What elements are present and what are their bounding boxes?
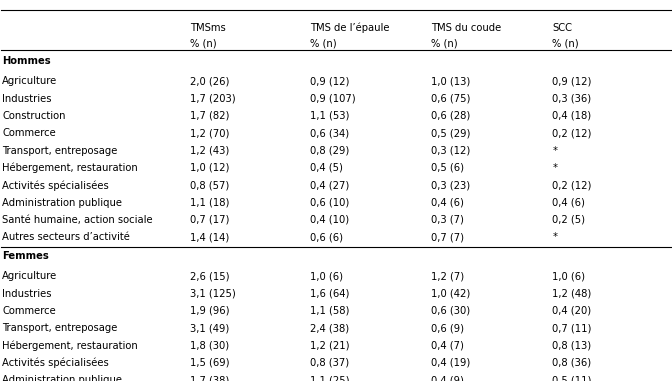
Text: 0,2 (12): 0,2 (12) bbox=[552, 180, 592, 190]
Text: 3,1 (125): 3,1 (125) bbox=[190, 288, 236, 299]
Text: Industries: Industries bbox=[2, 288, 52, 299]
Text: % (n): % (n) bbox=[310, 38, 337, 48]
Text: Agriculture: Agriculture bbox=[2, 76, 57, 86]
Text: Hommes: Hommes bbox=[2, 56, 50, 66]
Text: 0,4 (6): 0,4 (6) bbox=[552, 197, 585, 208]
Text: 1,5 (69): 1,5 (69) bbox=[190, 358, 230, 368]
Text: 2,0 (26): 2,0 (26) bbox=[190, 76, 230, 86]
Text: 0,8 (37): 0,8 (37) bbox=[310, 358, 349, 368]
Text: 0,4 (27): 0,4 (27) bbox=[310, 180, 349, 190]
Text: 1,8 (30): 1,8 (30) bbox=[190, 341, 229, 351]
Text: 0,4 (10): 0,4 (10) bbox=[310, 215, 349, 225]
Text: 0,8 (36): 0,8 (36) bbox=[552, 358, 591, 368]
Text: 0,6 (9): 0,6 (9) bbox=[431, 323, 464, 333]
Text: 1,9 (96): 1,9 (96) bbox=[190, 306, 230, 316]
Text: 3,1 (49): 3,1 (49) bbox=[190, 323, 229, 333]
Text: Hébergement, restauration: Hébergement, restauration bbox=[2, 163, 138, 173]
Text: 1,2 (43): 1,2 (43) bbox=[190, 146, 229, 155]
Text: 1,6 (64): 1,6 (64) bbox=[310, 288, 350, 299]
Text: Administration publique: Administration publique bbox=[2, 197, 122, 208]
Text: 0,6 (28): 0,6 (28) bbox=[431, 111, 470, 121]
Text: 0,3 (23): 0,3 (23) bbox=[431, 180, 470, 190]
Text: 1,0 (12): 1,0 (12) bbox=[190, 163, 230, 173]
Text: 1,4 (14): 1,4 (14) bbox=[190, 232, 229, 242]
Text: 0,4 (18): 0,4 (18) bbox=[552, 111, 591, 121]
Text: 1,1 (25): 1,1 (25) bbox=[310, 375, 350, 381]
Text: 1,0 (6): 1,0 (6) bbox=[310, 271, 343, 281]
Text: 0,7 (11): 0,7 (11) bbox=[552, 323, 592, 333]
Text: 0,4 (6): 0,4 (6) bbox=[431, 197, 464, 208]
Text: *: * bbox=[552, 146, 557, 155]
Text: 1,2 (70): 1,2 (70) bbox=[190, 128, 230, 138]
Text: Transport, entreposage: Transport, entreposage bbox=[2, 146, 118, 155]
Text: *: * bbox=[552, 163, 557, 173]
Text: Construction: Construction bbox=[2, 111, 65, 121]
Text: 0,9 (12): 0,9 (12) bbox=[310, 76, 350, 86]
Text: 0,5 (6): 0,5 (6) bbox=[431, 163, 464, 173]
Text: TMSms: TMSms bbox=[190, 23, 226, 33]
Text: Autres secteurs d’activité: Autres secteurs d’activité bbox=[2, 232, 130, 242]
Text: Agriculture: Agriculture bbox=[2, 271, 57, 281]
Text: 0,9 (107): 0,9 (107) bbox=[310, 94, 356, 104]
Text: 0,5 (29): 0,5 (29) bbox=[431, 128, 471, 138]
Text: % (n): % (n) bbox=[190, 38, 217, 48]
Text: 0,4 (9): 0,4 (9) bbox=[431, 375, 464, 381]
Text: 1,7 (82): 1,7 (82) bbox=[190, 111, 230, 121]
Text: Hébergement, restauration: Hébergement, restauration bbox=[2, 341, 138, 351]
Text: Santé humaine, action sociale: Santé humaine, action sociale bbox=[2, 215, 153, 225]
Text: 2,6 (15): 2,6 (15) bbox=[190, 271, 230, 281]
Text: 0,6 (30): 0,6 (30) bbox=[431, 306, 470, 316]
Text: Femmes: Femmes bbox=[2, 251, 49, 261]
Text: 1,7 (38): 1,7 (38) bbox=[190, 375, 229, 381]
Text: % (n): % (n) bbox=[552, 38, 579, 48]
Text: 1,0 (42): 1,0 (42) bbox=[431, 288, 470, 299]
Text: Administration publique: Administration publique bbox=[2, 375, 122, 381]
Text: 0,5 (11): 0,5 (11) bbox=[552, 375, 592, 381]
Text: 0,9 (12): 0,9 (12) bbox=[552, 76, 592, 86]
Text: 0,6 (75): 0,6 (75) bbox=[431, 94, 471, 104]
Text: SCC: SCC bbox=[552, 23, 573, 33]
Text: Commerce: Commerce bbox=[2, 128, 56, 138]
Text: 1,1 (58): 1,1 (58) bbox=[310, 306, 350, 316]
Text: 0,4 (20): 0,4 (20) bbox=[552, 306, 591, 316]
Text: 0,8 (57): 0,8 (57) bbox=[190, 180, 229, 190]
Text: 0,4 (7): 0,4 (7) bbox=[431, 341, 464, 351]
Text: 0,2 (5): 0,2 (5) bbox=[552, 215, 585, 225]
Text: Commerce: Commerce bbox=[2, 306, 56, 316]
Text: Industries: Industries bbox=[2, 94, 52, 104]
Text: 0,6 (6): 0,6 (6) bbox=[310, 232, 343, 242]
Text: 1,0 (6): 1,0 (6) bbox=[552, 271, 585, 281]
Text: 0,8 (13): 0,8 (13) bbox=[552, 341, 591, 351]
Text: % (n): % (n) bbox=[431, 38, 458, 48]
Text: 1,0 (13): 1,0 (13) bbox=[431, 76, 470, 86]
Text: Activités spécialisées: Activités spécialisées bbox=[2, 180, 109, 191]
Text: 1,1 (18): 1,1 (18) bbox=[190, 197, 230, 208]
Text: 0,4 (19): 0,4 (19) bbox=[431, 358, 470, 368]
Text: 0,7 (17): 0,7 (17) bbox=[190, 215, 230, 225]
Text: 0,8 (29): 0,8 (29) bbox=[310, 146, 349, 155]
Text: 0,7 (7): 0,7 (7) bbox=[431, 232, 464, 242]
Text: 0,3 (12): 0,3 (12) bbox=[431, 146, 470, 155]
Text: 1,2 (7): 1,2 (7) bbox=[431, 271, 464, 281]
Text: 1,7 (203): 1,7 (203) bbox=[190, 94, 236, 104]
Text: TMS du coude: TMS du coude bbox=[431, 23, 502, 33]
Text: 1,2 (48): 1,2 (48) bbox=[552, 288, 591, 299]
Text: 0,6 (10): 0,6 (10) bbox=[310, 197, 349, 208]
Text: TMS de l’épaule: TMS de l’épaule bbox=[310, 23, 390, 34]
Text: 1,2 (21): 1,2 (21) bbox=[310, 341, 350, 351]
Text: Transport, entreposage: Transport, entreposage bbox=[2, 323, 118, 333]
Text: 0,3 (36): 0,3 (36) bbox=[552, 94, 591, 104]
Text: 2,4 (38): 2,4 (38) bbox=[310, 323, 349, 333]
Text: 1,1 (53): 1,1 (53) bbox=[310, 111, 350, 121]
Text: 0,6 (34): 0,6 (34) bbox=[310, 128, 349, 138]
Text: Activités spécialisées: Activités spécialisées bbox=[2, 358, 109, 368]
Text: 0,2 (12): 0,2 (12) bbox=[552, 128, 592, 138]
Text: 0,3 (7): 0,3 (7) bbox=[431, 215, 464, 225]
Text: *: * bbox=[552, 232, 557, 242]
Text: 0,4 (5): 0,4 (5) bbox=[310, 163, 343, 173]
